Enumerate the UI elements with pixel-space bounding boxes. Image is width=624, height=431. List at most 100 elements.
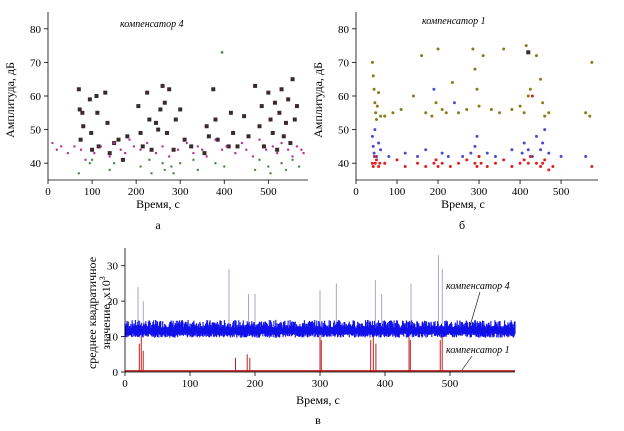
- panel-v-legend-comp4-pointer: [469, 291, 481, 327]
- panel-a-xtick-label: 100: [84, 186, 101, 198]
- panel-a-point: [226, 144, 231, 149]
- panel-a-letter: а: [155, 218, 161, 232]
- panel-b-point: [370, 60, 374, 64]
- panel-b-point: [539, 165, 543, 169]
- panel-a-point: [51, 141, 54, 145]
- panel-a-point: [95, 110, 100, 115]
- panel-a-point: [171, 147, 176, 152]
- panel-a-point: [284, 168, 288, 172]
- panel-a-point: [205, 155, 208, 158]
- panel-a-point: [253, 83, 258, 88]
- panel-b-ytick-label: 50: [338, 125, 350, 137]
- panel-b-xtick-label: 300: [471, 186, 488, 198]
- panel-a-point: [55, 148, 59, 151]
- panel-b-point: [518, 161, 522, 165]
- panel-v-xtick-label: 100: [182, 378, 199, 390]
- panel-a-point: [123, 151, 127, 155]
- panel-b-point: [543, 114, 547, 118]
- panel-b-point: [457, 161, 461, 165]
- panel-b-letter: б: [459, 218, 465, 232]
- panel-b-point: [477, 104, 481, 108]
- panel-b-ytick-label: 80: [338, 24, 350, 36]
- panel-a-point: [270, 130, 275, 135]
- panel-a-point: [280, 162, 283, 165]
- panel-a-xtick-label: 300: [172, 186, 189, 198]
- panel-b-point: [465, 107, 469, 111]
- panel-a-point: [138, 130, 143, 135]
- panel-a-point: [297, 165, 301, 168]
- panel-b-point: [526, 148, 530, 152]
- panel-a-ytick-label: 50: [30, 125, 42, 137]
- panel-a-point: [280, 141, 283, 145]
- panel-a-point: [77, 107, 82, 112]
- panel-b-point: [377, 165, 381, 169]
- panel-a-point: [161, 162, 164, 165]
- panel-b-point: [543, 158, 547, 162]
- panel-b-point: [473, 67, 477, 71]
- panel-a-point: [156, 127, 161, 132]
- panel-b-point: [524, 44, 528, 48]
- panel-a-point: [242, 114, 247, 119]
- panel-a-point: [116, 137, 121, 142]
- panel-b-point: [547, 151, 551, 155]
- panel-a-point: [257, 124, 262, 129]
- panel-a-point: [89, 130, 94, 135]
- panel-a-xlabel: Время, с: [136, 197, 180, 211]
- panel-a-point: [258, 138, 261, 141]
- panel-b-point: [510, 165, 514, 169]
- panel-b-xtick-label: 500: [553, 186, 570, 198]
- panel-a-outlier: [220, 51, 224, 54]
- panel-v-ytick-label: 30: [107, 261, 119, 273]
- panel-a-point: [73, 145, 76, 148]
- panel-b-point: [387, 154, 391, 158]
- panel-a-point: [150, 172, 153, 175]
- panel-b-point: [469, 151, 473, 155]
- panel-b-point: [411, 94, 415, 98]
- panel-a-point: [269, 172, 272, 175]
- panel-a-point: [162, 100, 167, 105]
- panel-a-point: [272, 100, 277, 105]
- panel-a-point: [259, 104, 264, 109]
- panel-b-point: [475, 134, 479, 138]
- panel-a-point: [132, 145, 136, 148]
- panel-a-point: [161, 145, 164, 148]
- panel-b-point: [528, 87, 532, 91]
- panel-b-point: [424, 148, 428, 152]
- panel-b-point: [457, 111, 461, 115]
- panel-a-point: [251, 155, 255, 158]
- panel-a-point: [231, 130, 236, 135]
- panel-a-point: [148, 158, 151, 162]
- panel-a-point: [214, 162, 217, 165]
- panel-b-point: [395, 158, 399, 162]
- panel-a-point: [182, 137, 187, 142]
- panel-b-point: [539, 148, 543, 152]
- panel-v-xlabel: Время, с: [296, 393, 340, 407]
- panel-a-point: [288, 141, 293, 146]
- panel-b-point: [502, 47, 506, 51]
- panel-b-point: [370, 161, 374, 165]
- panel-b-xlabel: Время, с: [441, 197, 485, 211]
- panel-b-point: [510, 107, 514, 111]
- panel-b-point: [371, 144, 375, 148]
- panel-v-xtick-label: 200: [247, 378, 264, 390]
- panel-b-point: [551, 165, 555, 169]
- panel-a-point: [154, 151, 158, 155]
- panel-a-point: [196, 168, 200, 172]
- panel-a-point: [283, 120, 288, 125]
- panel-a-point: [90, 147, 95, 152]
- panel-b-point: [485, 151, 489, 155]
- panel-b-point: [375, 158, 379, 162]
- panel-b-point: [530, 154, 534, 158]
- panel-a-point: [139, 165, 142, 168]
- panel-a-point: [214, 138, 217, 141]
- panel-b-point: [378, 161, 382, 165]
- panel-a-point: [112, 141, 116, 145]
- panel-b-point: [375, 104, 379, 108]
- panel-b-point: [475, 165, 479, 169]
- panel-v-ylabel-line2-text: значение, x10: [99, 280, 113, 350]
- panel-b-xtick-label: 200: [430, 186, 447, 198]
- panel-b-point: [559, 154, 563, 158]
- panel-b-point: [493, 154, 497, 158]
- panel-b-point: [588, 114, 592, 118]
- panel-a-point: [125, 134, 130, 139]
